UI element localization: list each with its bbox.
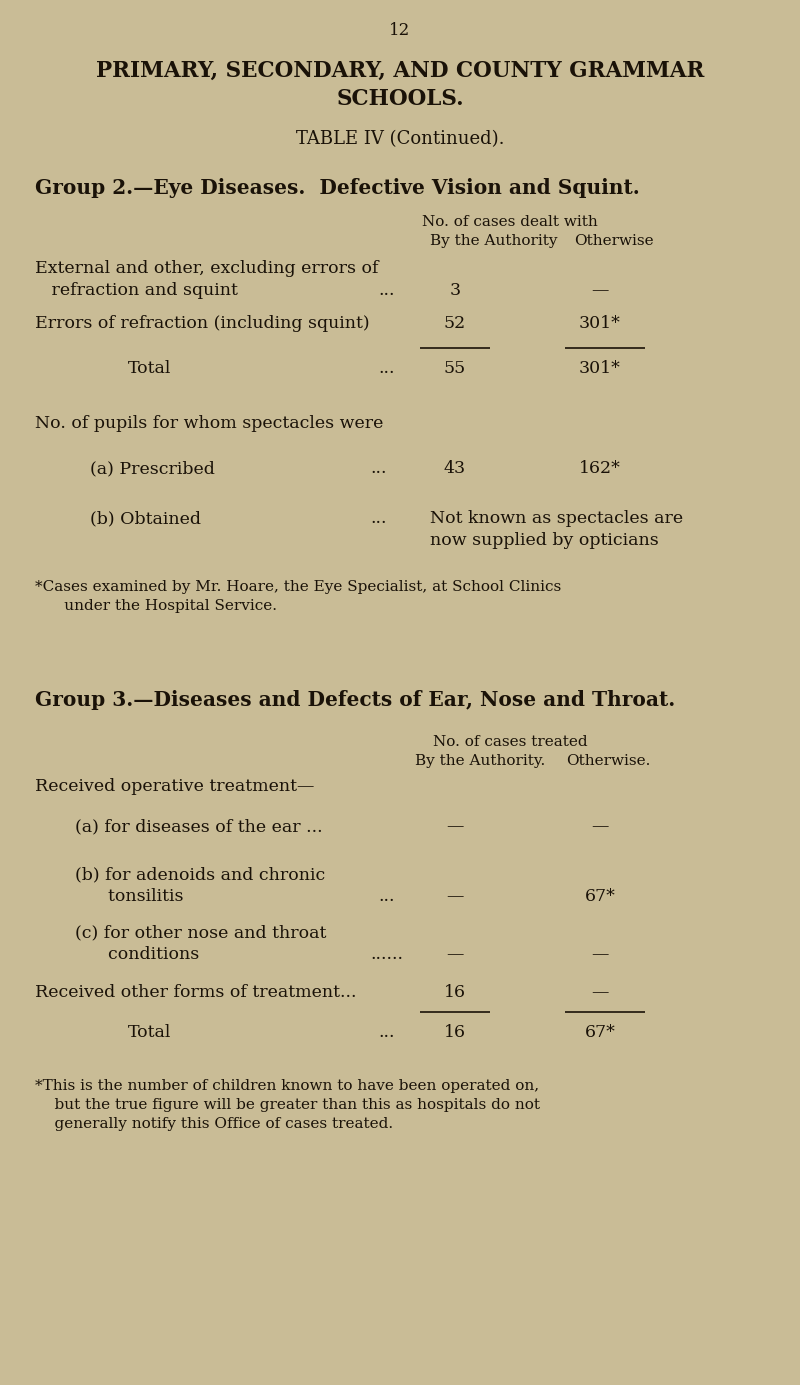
Text: Group 2.—Eye Diseases.  Defective Vision and Squint.: Group 2.—Eye Diseases. Defective Vision …	[35, 179, 640, 198]
Text: Total: Total	[128, 1024, 172, 1042]
Text: ...: ...	[378, 360, 394, 377]
Text: —: —	[446, 888, 464, 904]
Text: ...: ...	[370, 460, 386, 476]
Text: No. of cases treated: No. of cases treated	[433, 735, 587, 749]
Text: (c) for other nose and throat: (c) for other nose and throat	[75, 924, 326, 940]
Text: 67*: 67*	[585, 888, 615, 904]
Text: 3: 3	[450, 283, 461, 299]
Text: No. of pupils for whom spectacles were: No. of pupils for whom spectacles were	[35, 416, 383, 432]
Text: (b) for adenoids and chronic: (b) for adenoids and chronic	[75, 866, 326, 884]
Text: (a) for diseases of the ear ...: (a) for diseases of the ear ...	[75, 819, 322, 835]
Text: but the true figure will be greater than this as hospitals do not: but the true figure will be greater than…	[35, 1098, 540, 1112]
Text: 301*: 301*	[579, 360, 621, 377]
Text: ......: ......	[370, 946, 403, 963]
Text: Received other forms of treatment...: Received other forms of treatment...	[35, 983, 357, 1001]
Text: *This is the number of children known to have been operated on,: *This is the number of children known to…	[35, 1079, 539, 1093]
Text: generally notify this Office of cases treated.: generally notify this Office of cases tr…	[35, 1116, 393, 1132]
Text: (b) Obtained: (b) Obtained	[90, 510, 201, 528]
Text: Not known as spectacles are: Not known as spectacles are	[430, 510, 683, 528]
Text: TABLE IV (Continued).: TABLE IV (Continued).	[296, 130, 504, 148]
Text: —: —	[591, 283, 609, 299]
Text: 162*: 162*	[579, 460, 621, 476]
Text: —: —	[591, 983, 609, 1001]
Text: Otherwise.: Otherwise.	[566, 753, 650, 769]
Text: conditions: conditions	[75, 946, 199, 963]
Text: —: —	[591, 819, 609, 835]
Text: ...: ...	[370, 510, 386, 528]
Text: —: —	[446, 819, 464, 835]
Text: 55: 55	[444, 360, 466, 377]
Text: 52: 52	[444, 314, 466, 332]
Text: Total: Total	[128, 360, 172, 377]
Text: ...: ...	[378, 888, 394, 904]
Text: 16: 16	[444, 1024, 466, 1042]
Text: No. of cases dealt with: No. of cases dealt with	[422, 215, 598, 229]
Text: *Cases examined by Mr. Hoare, the Eye Specialist, at School Clinics: *Cases examined by Mr. Hoare, the Eye Sp…	[35, 580, 562, 594]
Text: ...: ...	[378, 1024, 394, 1042]
Text: SCHOOLS.: SCHOOLS.	[336, 89, 464, 109]
Text: Received operative treatment—: Received operative treatment—	[35, 778, 314, 795]
Text: 301*: 301*	[579, 314, 621, 332]
Text: Errors of refraction (including squint): Errors of refraction (including squint)	[35, 314, 370, 332]
Text: 12: 12	[390, 22, 410, 39]
Text: Otherwise: Otherwise	[574, 234, 654, 248]
Text: now supplied by opticians: now supplied by opticians	[430, 532, 658, 548]
Text: under the Hospital Service.: under the Hospital Service.	[35, 598, 277, 614]
Text: refraction and squint: refraction and squint	[35, 283, 238, 299]
Text: Group 3.—Diseases and Defects of Ear, Nose and Throat.: Group 3.—Diseases and Defects of Ear, No…	[35, 690, 675, 711]
Text: (a) Prescribed: (a) Prescribed	[90, 460, 215, 476]
Text: By the Authority: By the Authority	[430, 234, 558, 248]
Text: PRIMARY, SECONDARY, AND COUNTY GRAMMAR: PRIMARY, SECONDARY, AND COUNTY GRAMMAR	[96, 60, 704, 82]
Text: 43: 43	[444, 460, 466, 476]
Text: ...: ...	[378, 283, 394, 299]
Text: External and other, excluding errors of: External and other, excluding errors of	[35, 260, 378, 277]
Text: 16: 16	[444, 983, 466, 1001]
Text: 67*: 67*	[585, 1024, 615, 1042]
Text: —: —	[446, 946, 464, 963]
Text: —: —	[591, 946, 609, 963]
Text: By the Authority.: By the Authority.	[415, 753, 546, 769]
Text: tonsilitis: tonsilitis	[75, 888, 183, 904]
